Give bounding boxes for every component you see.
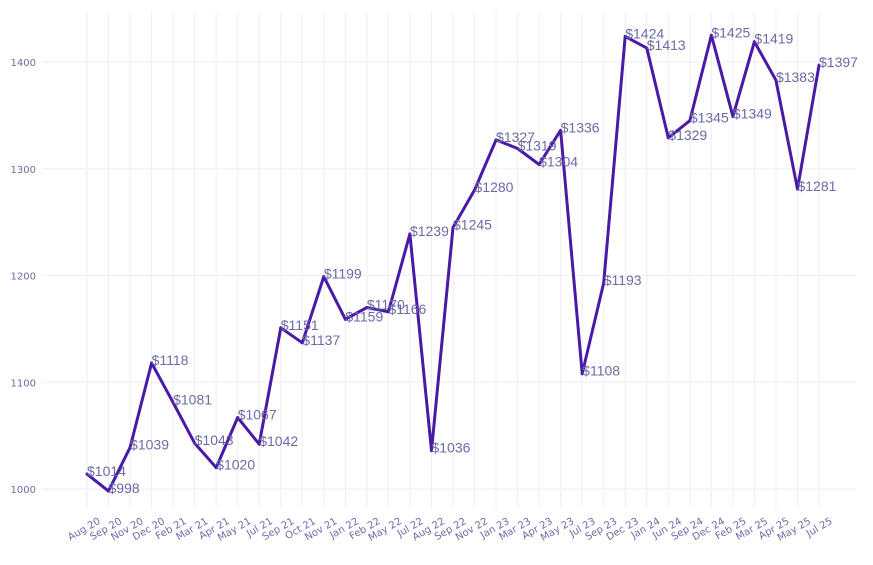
data-point [107,489,111,493]
data-label: $1383 [776,69,815,85]
data-label: $1043 [195,432,234,448]
data-label: $1108 [582,363,620,379]
data-point [257,442,261,446]
data-label: $1170 [367,297,405,313]
data-label: $1419 [754,31,793,47]
data-point [473,188,477,192]
data-point [602,281,606,285]
data-point [580,372,584,376]
data-label: $1424 [625,25,664,41]
data-label: $1199 [324,266,362,282]
y-tick-label: 1100 [11,378,36,389]
data-labels: $1014$998 $1039 $1118 $1081 $1043 $1020 $1067 $… [87,24,858,496]
data-point [645,46,649,50]
data-label: $1239 [410,223,449,239]
x-gridlines [86,12,820,508]
data-point [537,162,541,166]
data-label: $1014 [87,463,126,479]
data-label: $1067 [238,406,277,422]
data-point [752,40,756,44]
data-label: $1118 [152,352,189,368]
data-point [214,466,218,470]
data-label: $1151 [281,317,319,333]
data-point [666,136,670,140]
data-label: $1042 [259,433,298,449]
data-point [774,78,778,82]
data-label: $1345 [690,110,729,126]
data-label: $1319 [518,137,557,153]
data-point [429,449,433,453]
data-point [193,441,197,445]
data-point [709,33,713,37]
data-label: $1327 [496,129,535,145]
data-point [386,310,390,314]
data-point [279,326,283,330]
data-point [795,187,799,191]
data-point [494,138,498,142]
y-tick-label: 1000 [11,485,36,496]
data-label: $1020 [216,457,255,473]
data-point [322,275,326,279]
y-tick-label: 1300 [11,165,36,176]
data-label: $1193 [604,272,642,288]
data-label: $1329 [668,127,707,143]
data-point [236,415,240,419]
data-point [688,119,692,123]
y-tick-label: 1400 [11,58,36,69]
data-label: $1281 [797,178,836,194]
data-label: $1159 [345,308,383,324]
data-point [451,225,455,229]
data-point [150,361,154,365]
data-label: $1349 [733,105,772,121]
data-point [623,34,627,38]
data-label: $1397 [819,54,858,70]
data-point [171,401,175,405]
data-label: $1081 [173,392,212,408]
data-point [559,128,563,132]
data-point [365,306,369,310]
data-point [128,445,132,449]
data-label: $1280 [475,179,514,195]
data-label: $1036 [431,440,470,456]
series-group [85,33,821,493]
data-label: $1039 [130,436,169,452]
data-point [731,114,735,118]
data-label: $1137 [302,332,340,348]
data-label: $1304 [539,153,578,169]
data-point [408,232,412,236]
data-point [85,472,89,476]
data-point [817,63,821,67]
data-label: $1166 [388,301,426,317]
data-label: $1336 [561,119,600,135]
data-point [300,341,304,345]
data-label: $1245 [453,216,492,232]
y-tick-label: 1200 [11,272,36,283]
data-point [516,146,520,150]
y-axis: 1000 1100 1200 1300 1400 [11,58,36,496]
data-point [343,317,347,321]
data-label: $1413 [647,37,686,53]
data-label: $998 [109,480,140,496]
data-label: $1425 [711,24,750,40]
